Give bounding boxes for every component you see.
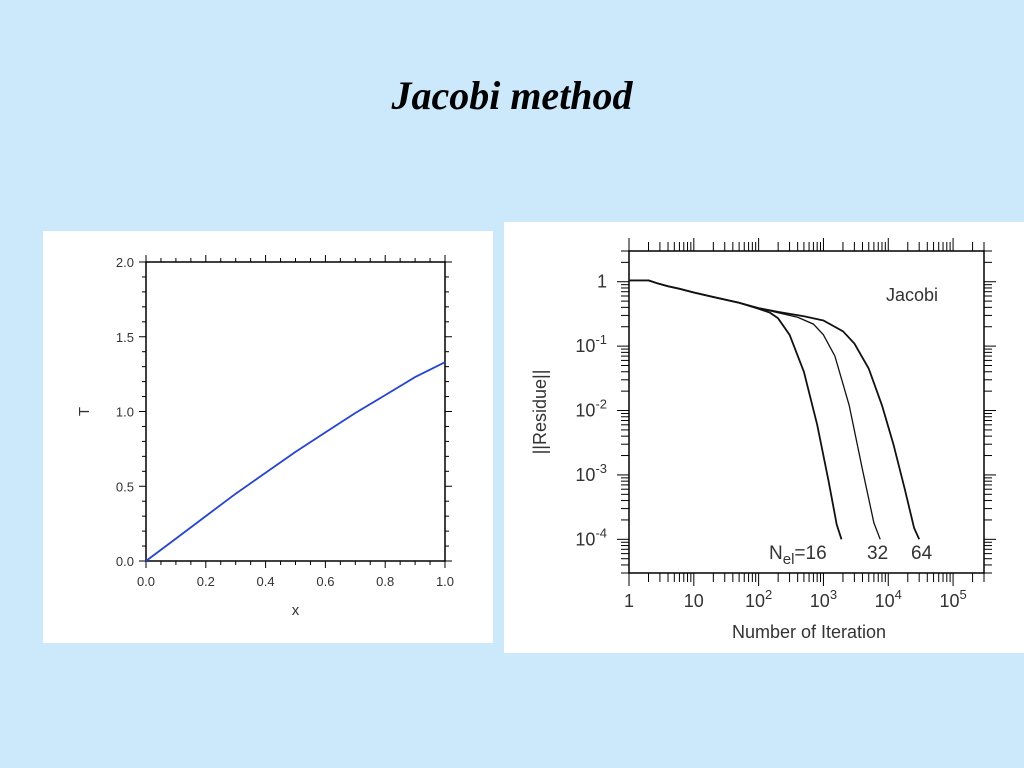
x-axis-label: Number of Iteration: [732, 622, 886, 642]
x-tick-label: 104: [875, 587, 902, 611]
plot-frame: [145, 261, 446, 562]
residue-chart: 1 10 102 103 104 105 1 10-1 10-2 10-3 10-4 Number o…: [530, 238, 996, 642]
y-tick-label: 10-1: [575, 332, 607, 356]
y-tick-label: 10-3: [575, 461, 607, 485]
y-tick-label: 1: [597, 272, 607, 292]
method-annotation: Jacobi: [886, 285, 938, 305]
x-tick-label: 0.6: [316, 574, 334, 589]
temperature-chart-panel: 0.0 0.2 0.4 0.6 0.8 1.0 0.0 0.5 1.0 1.5 2.0 x T: [43, 231, 493, 643]
series-line: [145, 361, 446, 562]
x-tick-label: 0.4: [257, 574, 275, 589]
x-tick-label: 103: [810, 587, 837, 611]
y-tick-label: 0.0: [116, 554, 134, 569]
series-line-16: [629, 279, 843, 540]
y-tick-label: 2.0: [116, 255, 134, 270]
y-tick-label: 0.5: [116, 479, 134, 494]
nel-annotation: Nel=16: [769, 543, 827, 568]
series-line-32: [629, 279, 881, 540]
y-tick-label: 1.5: [116, 330, 134, 345]
temperature-chart: 0.0 0.2 0.4 0.6 0.8 1.0 0.0 0.5 1.0 1.5 2.0 x T: [76, 255, 454, 619]
series-line-64: [629, 279, 921, 540]
y-axis-label: ||Residue||: [530, 370, 550, 455]
slide-title: Jacobi method: [391, 73, 633, 118]
n32-annotation: 32: [867, 543, 888, 564]
y-tick-label: 10-2: [575, 397, 607, 421]
y-tick-label: 10-4: [575, 525, 607, 549]
x-tick-label: 0.8: [376, 574, 394, 589]
x-tick-label: 0.2: [197, 574, 215, 589]
x-axis-label: x: [292, 602, 300, 619]
x-tick-label: 0.0: [137, 574, 155, 589]
x-tick-label: 1: [624, 591, 634, 611]
y-axis-label: T: [76, 407, 93, 416]
n64-annotation: 64: [911, 543, 933, 564]
x-tick-label: 10: [684, 591, 704, 611]
y-tick-label: 1.0: [116, 405, 134, 420]
x-tick-label: 1.0: [436, 574, 454, 589]
x-tick-label: 105: [939, 587, 966, 611]
plot-frame: [628, 250, 985, 574]
x-tick-label: 102: [745, 587, 772, 611]
residue-chart-panel: 1 10 102 103 104 105 1 10-1 10-2 10-3 10-4 Number o…: [504, 222, 1024, 653]
